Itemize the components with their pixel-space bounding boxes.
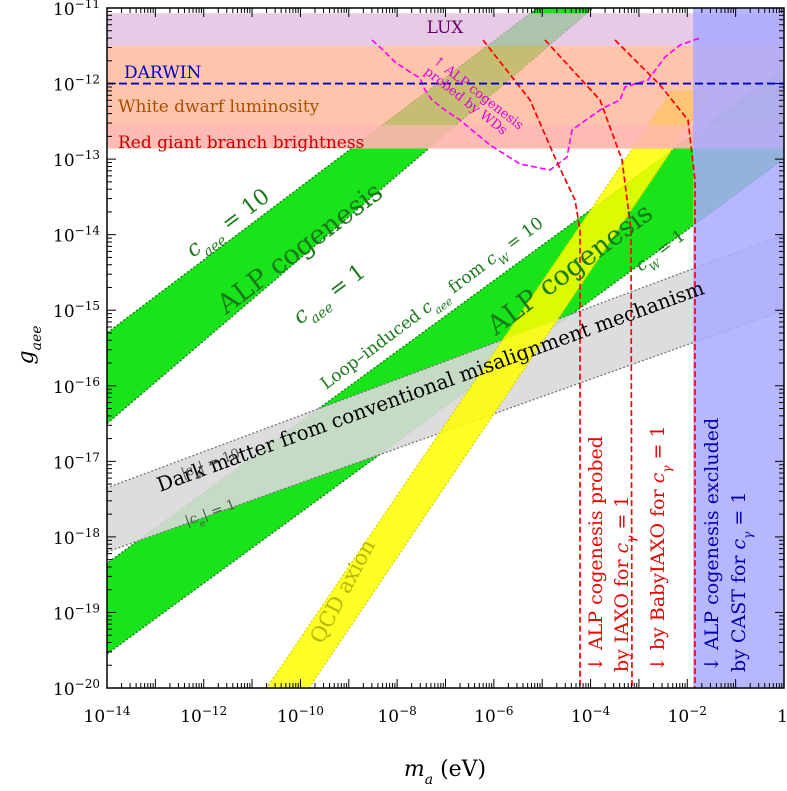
x-axis-label: ma (eV) [404,757,486,788]
y-axis-tick-labels: 10−11 10−12 10−13 10−14 10−15 10−16 10−17 10−18… [53,0,100,700]
x-tick-label: 1 [777,707,787,727]
svg-text:↓ by BabyIAXO for cγ = 1: ↓ by BabyIAXO for cγ = 1 [647,425,674,672]
x-tick-label: 10−14 [84,704,131,727]
y-tick-label: 10−15 [53,299,100,322]
y-axis-label: gaee [14,325,45,364]
curve-wd-probe [371,37,701,171]
label-white-dwarf: White dwarf luminosity [118,97,320,117]
curve-cast [614,39,696,688]
label-iaxo: ↓ ALP cogenesis probed by IAXO for cγ = … [585,436,638,672]
label-cast: ↓ ALP cogenesis excluded by CAST for cγ … [701,418,755,672]
y-tick-label: 10−13 [53,148,100,171]
x-tick-label: 10−12 [180,704,227,727]
region-cast [693,8,784,688]
label-darwin: DARWIN [124,63,202,83]
svg-text:by IAXO for cγ = 1: by IAXO for cγ = 1 [611,496,638,673]
y-tick-label: 10−18 [53,526,100,549]
y-tick-label: 10−16 [53,375,100,398]
y-tick-label: 10−19 [53,601,100,624]
label-lux: LUX [427,18,465,38]
label-red-giant: Red giant branch brightness [118,133,364,153]
x-axis-tick-labels: 10−14 10−12 10−10 10−8 10−6 10−4 10−2 1 [84,704,787,727]
y-tick-label: 10−20 [53,677,100,700]
svg-text:↓ ALP cogenesis excluded: ↓ ALP cogenesis excluded [701,418,723,672]
label-babyiaxo: ↓ by BabyIAXO for cγ = 1 [647,425,674,672]
band-lux [107,13,784,46]
svg-text:by CAST for cγ = 1: by CAST for cγ = 1 [728,492,755,672]
x-tick-label: 10−6 [474,704,513,727]
y-tick-label: 10−12 [53,73,100,96]
curve-babyiaxo [544,39,633,688]
x-tick-label: 10−4 [571,704,611,727]
plot-area [107,8,784,688]
x-tick-label: 10−8 [377,704,416,727]
y-axis-ticks [107,7,784,689]
band-dark-matter-misalignment [107,234,784,553]
x-tick-label: 10−2 [668,704,707,727]
curve-iaxo [482,39,581,688]
x-tick-label: 10−10 [277,704,324,727]
y-tick-label: 10−17 [53,450,100,473]
y-tick-label: 10−11 [53,0,100,20]
svg-text:↓ ALP cogenesis probed: ↓ ALP cogenesis probed [585,436,607,672]
x-axis-ticks [106,8,785,688]
y-tick-label: 10−14 [53,224,100,247]
